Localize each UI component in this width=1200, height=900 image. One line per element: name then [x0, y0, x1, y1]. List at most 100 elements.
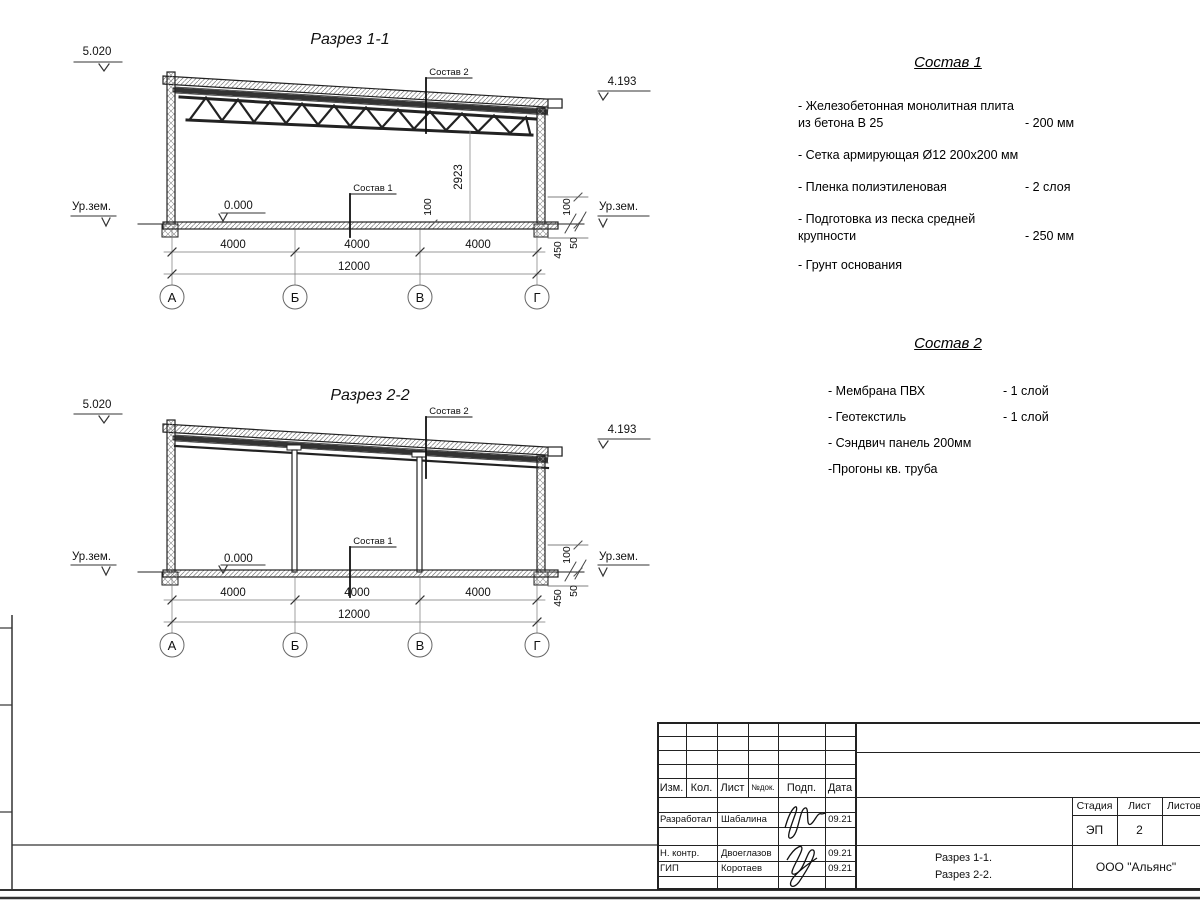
ground-label-left: Ур.зем.: [70, 551, 117, 577]
svg-text:Состав 2: Состав 2: [429, 67, 468, 78]
dim-span: 4000: [465, 587, 491, 599]
axis-bubbles: [159, 632, 550, 658]
title-block: Изм. Кол. Лист №док. Подп. Дата Разработ…: [657, 722, 1200, 890]
svg-text:Ур.зем.: Ур.зем.: [72, 551, 111, 563]
tb-name: Двоеглазов: [721, 847, 772, 859]
axis-label: Г: [533, 290, 540, 305]
section1-title: Разрез 1-1: [310, 31, 389, 48]
axis-label: В: [416, 638, 425, 653]
dim-right-50: 50: [568, 237, 580, 249]
svg-text:100: 100: [422, 198, 434, 216]
axis-label: В: [416, 290, 425, 305]
dimension-chain: [163, 577, 546, 634]
small-dims-right: [547, 540, 589, 587]
signatures: [784, 806, 827, 887]
dim-total: 12000: [338, 609, 370, 621]
dim-right-50: 50: [568, 585, 580, 597]
list-item: - Подготовка из песка средней крупности …: [798, 212, 1075, 243]
leader-sostav1: Состав 1: [349, 183, 397, 238]
tb-sheet-value: 2: [1136, 823, 1143, 837]
elevation-mark-0000: 0.000: [218, 200, 266, 223]
floor-slab: [162, 221, 559, 230]
list-item: - Сэндвич панель 200мм: [828, 436, 972, 450]
roof-edge-cap: [547, 98, 563, 109]
dim-right-100: 100: [561, 546, 573, 564]
list-item: - Грунт основания: [798, 258, 903, 272]
tb-doc-title: Разрез 1-1. Разрез 2-2.: [934, 851, 993, 881]
svg-text:4.193: 4.193: [608, 424, 637, 436]
tb-date: 09.21: [828, 863, 852, 874]
section-1-1: Разрез 1-1 5.020: [70, 31, 651, 310]
list-item: -Прогоны кв. труба: [828, 462, 938, 476]
left-column: [166, 419, 176, 573]
axis-label: А: [168, 290, 177, 305]
axis-bubbles: [159, 284, 550, 310]
svg-text:Ур.зем.: Ур.зем.: [72, 201, 111, 213]
right-column: [536, 107, 546, 225]
dim-right-100: 100: [561, 198, 573, 216]
dim-2923: 2923: [453, 130, 471, 223]
svg-text:5.020: 5.020: [83, 399, 112, 411]
tb-role: ГИП: [660, 863, 679, 874]
svg-text:Состав 2: Состав 2: [429, 406, 468, 417]
right-column: [536, 455, 546, 573]
dim-right-450: 450: [552, 241, 564, 259]
floor-slab: [162, 569, 559, 578]
axis-label: Б: [291, 290, 300, 305]
roof-edge-cap: [547, 446, 563, 457]
left-column: [166, 71, 176, 225]
dim-span: 4000: [465, 239, 491, 251]
svg-text:0.000: 0.000: [224, 200, 253, 212]
elevation-mark-5020: 5.020: [73, 399, 123, 425]
svg-text:Ур.зем.: Ур.зем.: [599, 551, 638, 563]
list-item: - Пленка полиэтиленовая - 2 слоя: [798, 180, 1071, 194]
composition-list-1: Состав 1 - Железобетонная монолитная пли…: [798, 54, 1098, 274]
tb-name: Коротаев: [721, 863, 763, 874]
tb-sheets-label: Листов: [1167, 800, 1200, 812]
tb-col-izm: Изм.: [659, 781, 684, 794]
roof-deck: [172, 434, 551, 464]
tb-col-list: Лист: [720, 781, 745, 794]
svg-text:0.000: 0.000: [224, 553, 253, 565]
list-item: - Геотекстиль - 1 слой: [828, 410, 1049, 424]
dim-span: 4000: [220, 239, 246, 251]
tb-role: Н. контр.: [660, 847, 700, 859]
roof-deck: [172, 86, 551, 116]
list-item: - Железобетонная монолитная плита из бет…: [798, 99, 1075, 130]
svg-text:Ур.зем.: Ур.зем.: [599, 201, 638, 213]
dimension-chain: [163, 229, 546, 286]
leader-sostav1: Состав 1: [349, 536, 397, 598]
list-item: - Сетка армирующая Ø12 200х200 мм: [798, 148, 1019, 162]
composition1-title: Состав 1: [914, 54, 982, 71]
dim-span: 4000: [344, 239, 370, 251]
axis-label: Б: [291, 638, 300, 653]
interior-column-1: [286, 444, 302, 573]
dim-span: 4000: [344, 587, 370, 599]
composition2-title: Состав 2: [914, 335, 982, 352]
tb-col-podp: Подп.: [786, 781, 817, 794]
svg-text:4.193: 4.193: [608, 76, 637, 88]
tb-role: Разработал: [660, 814, 712, 825]
tb-date: 09.21: [828, 814, 852, 825]
elevation-mark-0000: 0.000: [218, 553, 266, 575]
tb-col-ndok: №док.: [751, 783, 775, 792]
truss: [178, 95, 538, 137]
composition-list-2: Состав 2 - Мембрана ПВХ - 1 слой - Геоте…: [828, 335, 1068, 487]
tb-col-data: Дата: [827, 781, 853, 794]
svg-text:2923: 2923: [453, 164, 465, 190]
svg-text:Состав 1: Состав 1: [353, 536, 392, 547]
tb-date: 09.21: [828, 847, 852, 859]
tb-col-kol: Кол.: [690, 781, 713, 794]
dim-floor-100: 100: [422, 198, 438, 229]
ground-label-right: Ур.зем.: [597, 201, 650, 229]
dim-total: 12000: [338, 261, 370, 273]
elevation-mark-5020: 5.020: [73, 46, 123, 73]
svg-text:Состав 1: Состав 1: [353, 183, 392, 194]
elevation-mark-4193: 4.193: [597, 76, 651, 102]
dim-right-450: 450: [552, 589, 564, 607]
section-2-2: Разрез 2-2 5.020: [70, 387, 651, 658]
ground-label-right: Ур.зем.: [597, 551, 650, 578]
tb-company: ООО "Альянс": [1095, 859, 1177, 874]
